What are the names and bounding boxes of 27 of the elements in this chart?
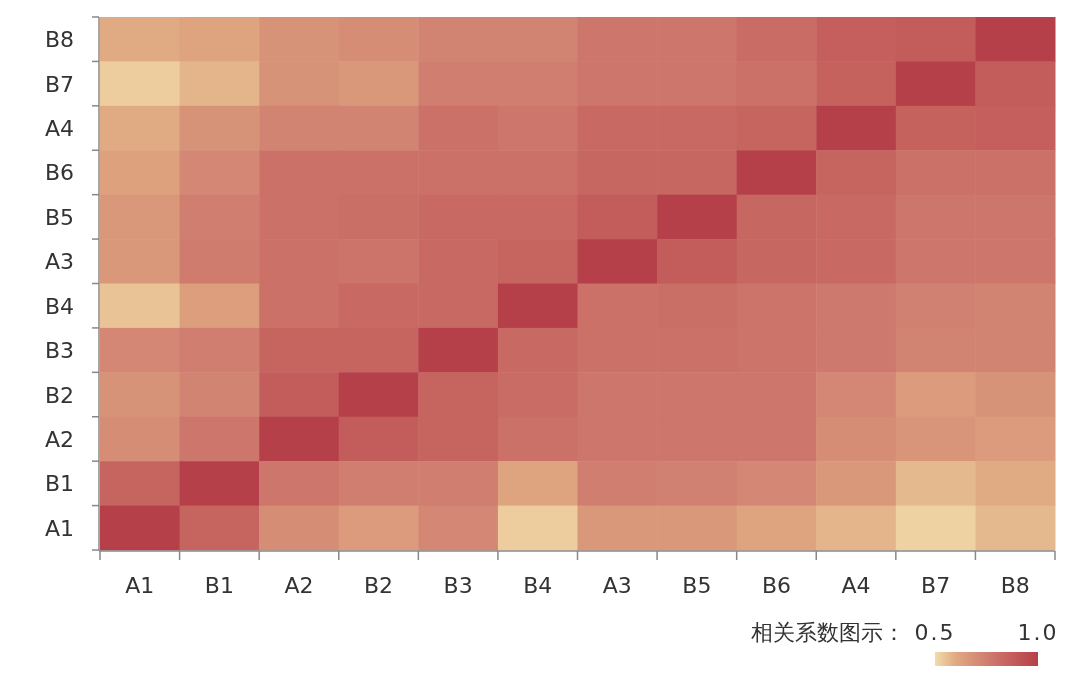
x-tick-label: A1 [125, 573, 155, 598]
x-tick-label: B7 [921, 573, 951, 598]
color-bar-title: 相关系数图示： [751, 620, 905, 645]
x-tick-label: B5 [682, 573, 712, 598]
y-tick-label: A3 [44, 249, 74, 275]
x-tick-label: A2 [284, 573, 314, 598]
x-tick-label: B4 [523, 573, 553, 598]
x-tick-label: B8 [1000, 573, 1030, 598]
y-tick-label: B7 [44, 71, 74, 97]
x-tick-label: B2 [363, 573, 394, 598]
y-tick-label: A4 [44, 116, 74, 142]
y-tick-label: B3 [44, 338, 74, 364]
x-tick-label: A4 [841, 573, 871, 598]
y-tick-label: B1 [44, 471, 74, 497]
x-tick-label: A3 [602, 573, 632, 598]
color-bar-label: 1.0 [1017, 620, 1059, 645]
y-tick-label: B2 [44, 382, 74, 408]
color-bar-label: 0.5 [914, 620, 956, 645]
y-tick-label: B5 [44, 204, 74, 230]
y-tick-label: A1 [44, 515, 74, 541]
x-tick-label: B1 [204, 573, 234, 598]
y-tick-label: A2 [44, 426, 74, 452]
y-tick-label: B8 [44, 27, 74, 53]
x-tick-label: B6 [761, 573, 792, 598]
x-tick-label: B3 [443, 573, 473, 598]
y-tick-label: B6 [44, 160, 74, 186]
y-tick-label: B4 [44, 293, 74, 319]
